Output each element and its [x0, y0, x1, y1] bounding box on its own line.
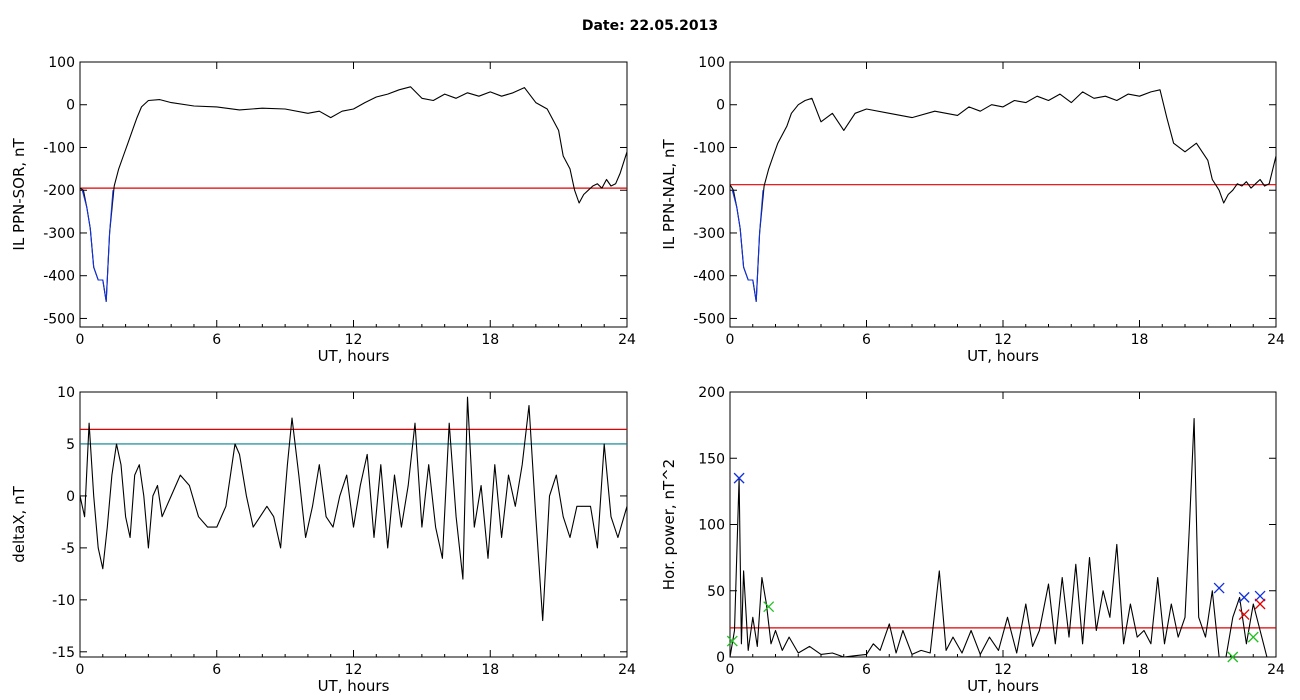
y-tick-label: -10	[52, 593, 75, 609]
y-axis-label: IL PPN-SOR, nT	[10, 138, 28, 251]
y-tick-label: 5	[66, 437, 75, 453]
y-axis-label: deltaX, nT	[10, 485, 28, 562]
y-tick-label: 0	[716, 650, 725, 666]
figure-title: Date: 22.05.2013	[581, 18, 719, 34]
y-tick-label: 0	[66, 489, 75, 505]
y-tick-label: 100	[48, 55, 75, 71]
cross-marker	[1247, 631, 1259, 643]
series-line	[729, 89, 1277, 302]
y-tick-label: 0	[66, 98, 75, 114]
series-line	[79, 396, 628, 622]
cross-marker	[1238, 609, 1250, 621]
x-tick-label: 24	[618, 662, 636, 678]
y-tick-label: 100	[698, 518, 725, 534]
x-tick-label: 12	[994, 662, 1012, 678]
y-tick-label: -100	[43, 140, 75, 156]
x-tick-label: 0	[726, 332, 735, 348]
y-tick-label: -200	[43, 183, 75, 199]
y-tick-label: -300	[693, 226, 725, 242]
x-tick-label: 6	[862, 662, 871, 678]
x-axis-label: UT, hours	[318, 347, 390, 365]
cross-marker	[1213, 582, 1225, 594]
y-tick-label: 0	[716, 98, 725, 114]
cross-marker	[726, 635, 738, 647]
x-tick-label: 0	[76, 662, 85, 678]
y-tick-label: -400	[693, 269, 725, 285]
cross-marker	[1238, 591, 1250, 603]
series-line	[79, 86, 628, 302]
chart-panel-2: 0 6 12 18 24 100 0 -100 -200 -300 -400 -500 UT, hour…	[660, 55, 1285, 365]
x-tick-label: 6	[862, 332, 871, 348]
x-tick-label: 18	[1131, 332, 1149, 348]
x-tick-label: 18	[481, 662, 499, 678]
y-tick-label: -500	[43, 311, 75, 327]
y-tick-label: -200	[693, 183, 725, 199]
x-tick-label: 24	[1267, 662, 1285, 678]
x-tick-label: 24	[1267, 332, 1285, 348]
y-tick-label: -300	[43, 226, 75, 242]
x-tick-label: 12	[345, 662, 363, 678]
x-tick-label: 18	[1131, 662, 1149, 678]
y-tick-label: -500	[693, 311, 725, 327]
x-tick-label: 18	[481, 332, 499, 348]
cross-marker	[763, 601, 775, 613]
y-tick-label: 10	[57, 385, 75, 401]
cross-marker	[1227, 651, 1239, 663]
y-axis-label: IL PPN-NAL, nT	[660, 139, 678, 250]
x-axis-label: UT, hours	[967, 347, 1039, 365]
plot-frame	[729, 61, 1277, 328]
cross-marker	[733, 472, 745, 484]
x-axis-label: UT, hours	[318, 677, 390, 695]
y-tick-label: -15	[52, 645, 75, 661]
plot-frame	[79, 61, 628, 328]
y-tick-label: -400	[43, 269, 75, 285]
x-axis-label: UT, hours	[967, 677, 1039, 695]
x-tick-label: 6	[212, 332, 221, 348]
x-tick-label: 24	[618, 332, 636, 348]
x-tick-label: 6	[212, 662, 221, 678]
chart-panel-4: 0 6 12 18 24 200 150 100 50 0 UT, hours Hor. power,…	[660, 385, 1285, 695]
y-tick-label: 100	[698, 55, 725, 71]
series-line	[729, 417, 1276, 658]
x-tick-label: 12	[345, 332, 363, 348]
y-tick-label: -100	[693, 140, 725, 156]
cross-marker	[1254, 598, 1266, 610]
chart-panel-1: 0 6 12 18 24 100 0 -100 -200 -300 -400 -500 UT, hour…	[10, 55, 636, 365]
y-tick-label: 200	[698, 385, 725, 401]
y-tick-label: 50	[707, 584, 725, 600]
y-axis-label: Hor. power, nT^2	[660, 459, 678, 590]
x-tick-label: 0	[76, 332, 85, 348]
cross-marker	[1254, 590, 1266, 602]
x-tick-label: 12	[994, 332, 1012, 348]
x-tick-label: 0	[726, 662, 735, 678]
chart-panel-3: 0 6 12 18 24 10 5 0 -5 -10 -15 UT, hours deltaX, nT	[10, 385, 636, 695]
series-line	[81, 190, 114, 302]
y-tick-label: -5	[61, 541, 75, 557]
y-tick-label: 150	[698, 451, 725, 467]
series-line	[731, 190, 764, 302]
